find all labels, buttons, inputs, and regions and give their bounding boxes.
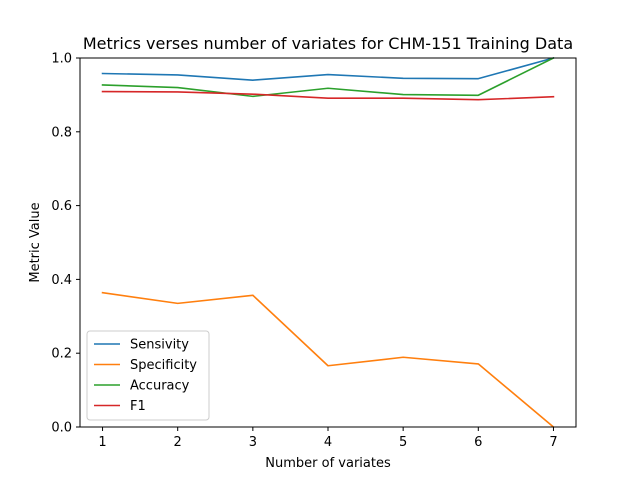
x-tick-label: 2 xyxy=(174,435,182,450)
y-tick-label: 0.6 xyxy=(51,199,72,214)
legend-box xyxy=(86,330,210,421)
x-tick-label: 6 xyxy=(474,435,482,450)
legend-label-f1: F1 xyxy=(130,399,146,414)
x-tick-label: 3 xyxy=(249,435,257,450)
series-line-specificity xyxy=(101,291,555,428)
series-line-sensivity xyxy=(101,57,555,81)
chart-title: Metrics verses number of variates for CH… xyxy=(83,34,573,53)
y-tick-label: 0.4 xyxy=(51,273,72,288)
plot-area xyxy=(101,57,555,428)
x-tick-label: 5 xyxy=(399,435,407,450)
legend-label-specificity: Specificity xyxy=(130,358,197,373)
y-tick-label: 0.8 xyxy=(51,125,72,140)
x-axis-title: Number of variates xyxy=(265,456,391,471)
series-line-f1 xyxy=(101,90,555,101)
y-tick-label: 1.0 xyxy=(51,52,72,67)
series-line-accuracy xyxy=(101,57,555,98)
x-tick-label: 7 xyxy=(549,435,557,450)
x-tick-label: 1 xyxy=(98,435,106,450)
x-axis: 1 2 3 4 5 6 7 xyxy=(98,427,558,450)
y-axis-title: Metric Value xyxy=(28,202,43,282)
y-axis: 0.0 0.2 0.4 0.6 0.8 1.0 xyxy=(51,52,80,436)
legend: Sensivity Specificity Accuracy F1 xyxy=(86,330,210,421)
legend-label-accuracy: Accuracy xyxy=(130,379,190,394)
y-tick-label: 0.0 xyxy=(51,421,72,436)
y-tick-label: 0.2 xyxy=(51,347,72,362)
x-tick-label: 4 xyxy=(324,435,332,450)
legend-label-sensivity: Sensivity xyxy=(130,338,189,353)
